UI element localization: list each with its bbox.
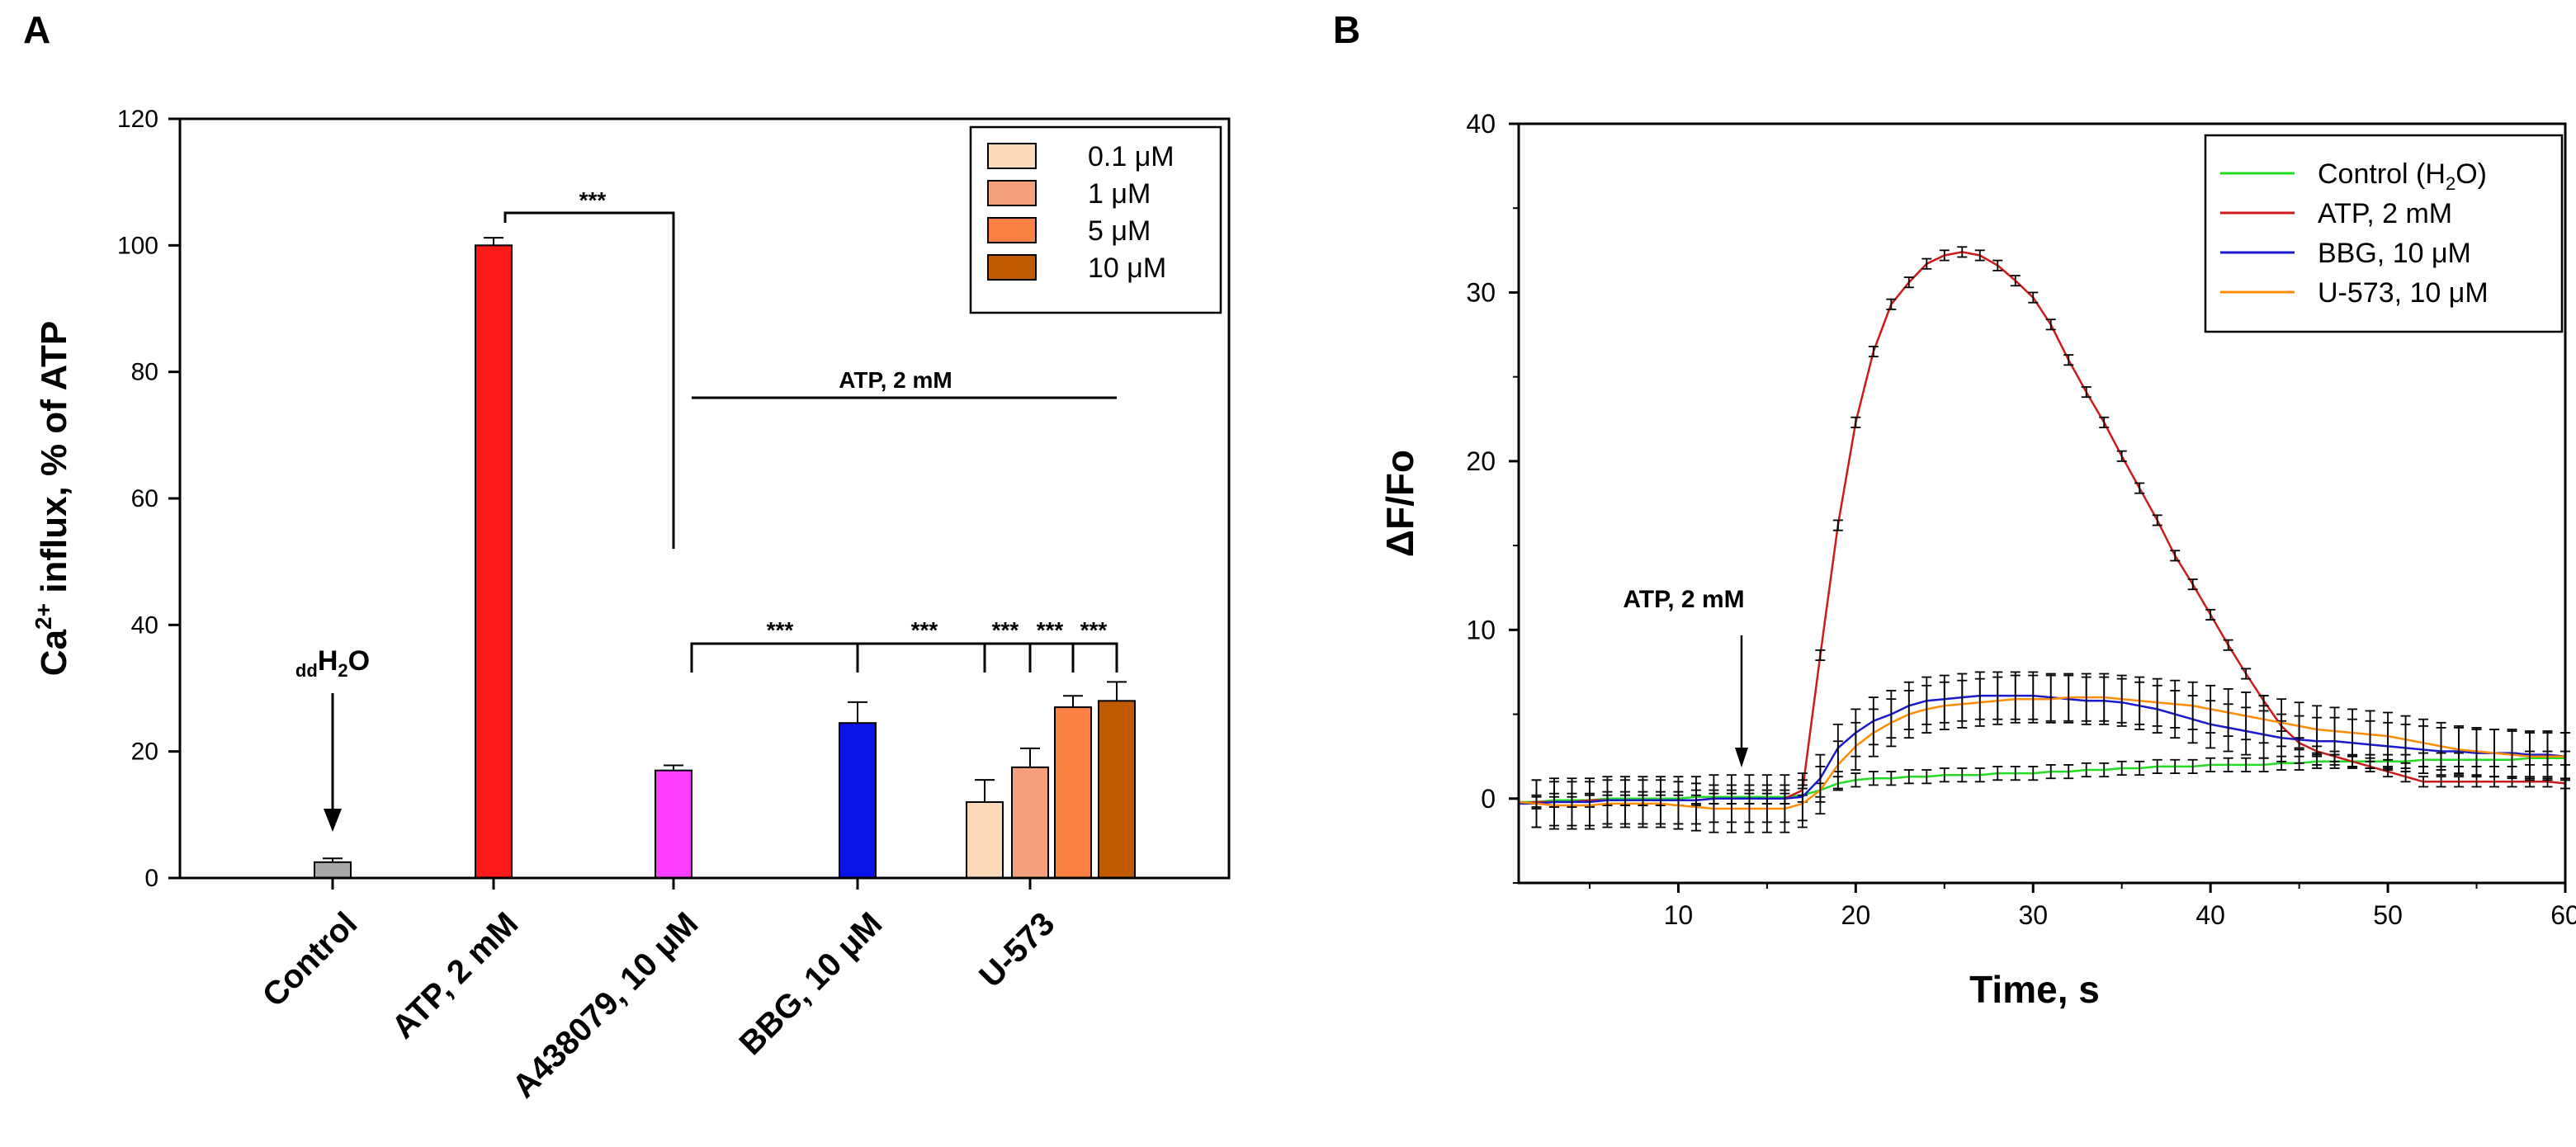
x-tick-label-b: 50 — [2373, 900, 2403, 930]
y-tick-label-b: 20 — [1466, 446, 1496, 476]
ddh2o-sub2: 2 — [338, 660, 347, 681]
x-tick-label-b: 60 — [2550, 900, 2576, 930]
series-line — [1519, 694, 2566, 805]
legend-label-part: Control (H — [2318, 158, 2446, 190]
legend-swatch-a — [987, 217, 1037, 243]
plot-frame-a — [178, 117, 1231, 880]
y-tick-label-a: 120 — [117, 106, 158, 133]
legend-label-sub: 2 — [2446, 173, 2455, 194]
ddh2o-tail: O — [348, 645, 370, 677]
x-category-label-a: ATP, 2 mM — [385, 905, 525, 1046]
bar — [1054, 706, 1092, 879]
bracket-atp-a438079 — [503, 211, 675, 549]
ylabel-a-sup: 2+ — [31, 603, 56, 630]
x-category-label-a: A438079, 10 μM — [506, 905, 706, 1105]
bar-chart-panel-a: 0 20 40 60 80 100 120 *** ATP, 2 mM *** *** **… — [31, 106, 1231, 1105]
legend-label-a: 10 μM — [1088, 253, 1166, 284]
x-category-label-a: Control — [256, 905, 365, 1014]
legend-swatch-a — [987, 143, 1037, 169]
ddh2o-sub: dd — [295, 660, 318, 681]
y-tick-label-a: 80 — [131, 359, 158, 386]
y-tick-label-a: 100 — [117, 232, 158, 259]
y-tick-label-a: 40 — [131, 611, 158, 639]
arrow-label-b: ATP, 2 mM — [1623, 586, 1744, 613]
y-tick-label-b: 40 — [1466, 109, 1496, 139]
legend-label-b: Control (H2O) — [2318, 158, 2487, 194]
legend-label-b: BBG, 10 μM — [2318, 238, 2471, 269]
ylabel-a-post: influx, % of ATP — [34, 321, 74, 603]
ylabel-a-pre: Ca — [34, 629, 74, 676]
atp-treatment-label: ATP, 2 mM — [839, 367, 952, 393]
legend-label-part: ATP, 2 mM — [2318, 198, 2452, 229]
bar — [966, 801, 1004, 879]
x-tick-label-b: 20 — [1841, 900, 1871, 930]
bar — [1098, 700, 1136, 879]
legend-label-b: ATP, 2 mM — [2318, 198, 2452, 229]
y-axis-label-b: ΔF/Fo — [1378, 450, 1421, 557]
series-line — [1519, 757, 2565, 804]
x-tick-label-b: 10 — [1664, 900, 1694, 930]
significance-brackets: *** ATP, 2 mM *** *** *** *** *** — [503, 187, 1118, 673]
sig-label-4: *** — [992, 617, 1019, 643]
legend-label-part: BBG, 10 μM — [2318, 238, 2471, 269]
bar — [839, 722, 877, 880]
ddh2o-main: H — [318, 645, 338, 677]
y-axis-label-a: Ca2+ influx, % of ATP — [31, 321, 74, 676]
sig-label-5: *** — [1037, 617, 1064, 643]
bar — [655, 769, 692, 880]
legend-swatch-a — [987, 180, 1037, 206]
series-line — [1518, 696, 2565, 810]
ddh2o-label: ddH2O — [295, 645, 370, 681]
panel-label-a: A — [23, 8, 50, 51]
bracket-a438079-group — [690, 642, 1118, 673]
sig-label-3: *** — [911, 617, 938, 643]
line-chart-panel-b: 0 10 20 30 40 10 20 30 40 50 60 ATP, 2 mM Control … — [1378, 109, 2576, 1011]
x-tick-label-b: 40 — [2196, 900, 2225, 930]
x-category-label-a: BBG, 10 μM — [732, 905, 889, 1062]
y-tick-label-a: 20 — [131, 739, 158, 766]
legend-label-a: 1 μM — [1088, 178, 1151, 210]
bar — [1011, 766, 1049, 879]
x-axis-label-b: Time, s — [1969, 968, 2100, 1011]
series-line — [1518, 251, 2566, 805]
atp-arrow-head-b — [1735, 748, 1748, 767]
y-tick-label-a: 0 — [144, 865, 158, 892]
legend-swatch-a — [987, 254, 1037, 281]
y-axis-ticks-a: 0 20 40 60 80 100 120 — [117, 106, 180, 892]
plot-frame-b — [1517, 122, 2567, 885]
bar — [314, 861, 352, 880]
legend-label-a: 5 μM — [1088, 215, 1151, 247]
y-tick-label-b: 10 — [1466, 615, 1496, 644]
ddh2o-arrow-head — [324, 809, 342, 832]
y-tick-label-b: 30 — [1466, 277, 1496, 307]
axis-ticks-b: 0 10 20 30 40 10 20 30 40 50 60 — [1466, 109, 2576, 930]
bar — [475, 244, 513, 880]
sig-label-6: *** — [1080, 617, 1108, 643]
x-category-label-a: U-573 — [972, 905, 1061, 994]
legend-label-part: O) — [2455, 158, 2487, 190]
x-tick-label-b: 30 — [2018, 900, 2048, 930]
y-tick-label-b: 0 — [1481, 784, 1496, 814]
panel-label-b: B — [1333, 8, 1360, 51]
y-tick-label-a: 60 — [131, 485, 158, 512]
bars-a — [314, 237, 1136, 880]
legend-label-a: 0.1 μM — [1088, 141, 1175, 172]
legend-label-b: U-573, 10 μM — [2318, 277, 2489, 309]
series-b — [1518, 246, 2570, 833]
legend-a: 0.1 μM 1 μM 5 μM 10 μM — [987, 141, 1175, 284]
legend-box-b — [2204, 134, 2564, 333]
sig-label-1: *** — [579, 187, 607, 213]
legend-label-part: U-573, 10 μM — [2318, 277, 2489, 309]
sig-label-2: *** — [767, 617, 794, 643]
